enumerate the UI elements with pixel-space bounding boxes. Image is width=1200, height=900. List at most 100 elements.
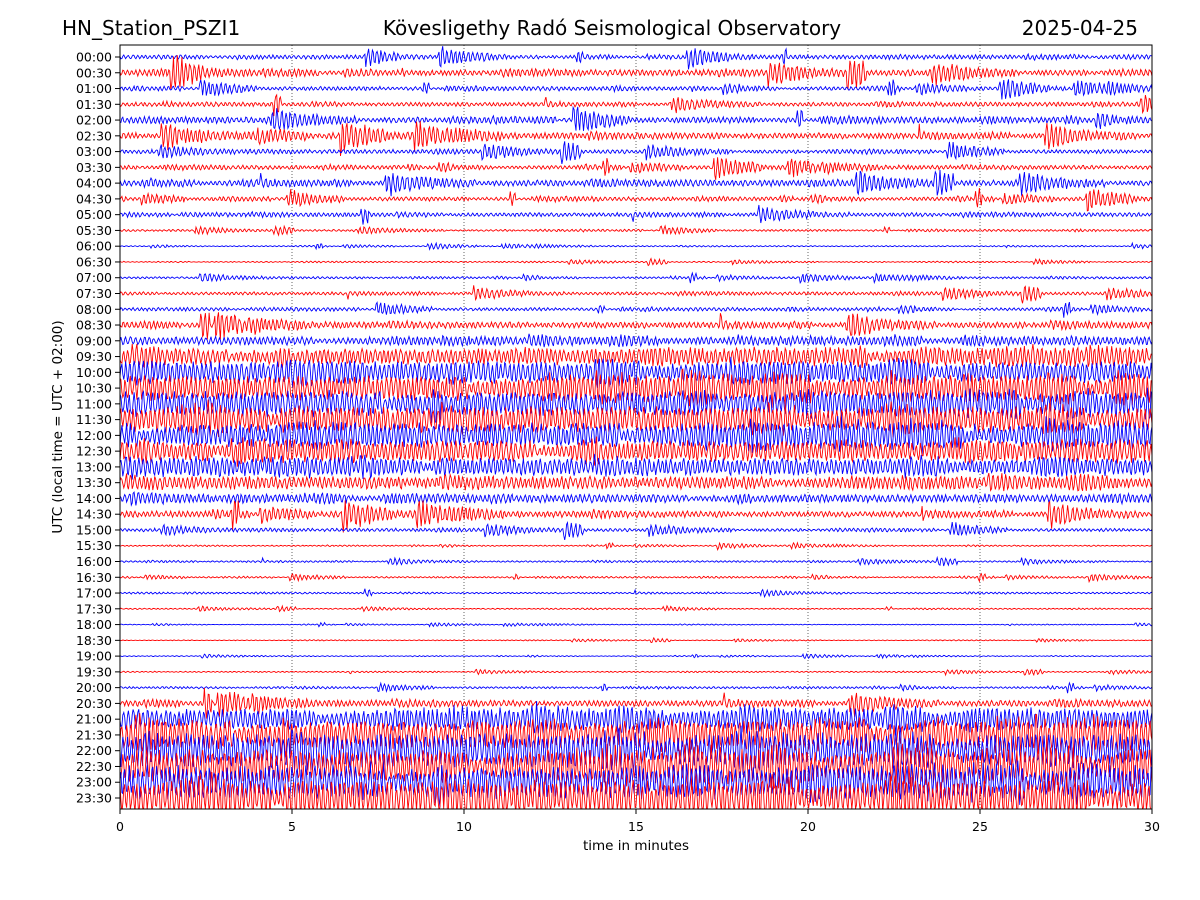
trace-1200 — [120, 415, 1152, 455]
y-tick-label: 23:00 — [76, 775, 112, 790]
observatory-title: Kövesligethy Radó Seismological Observat… — [383, 16, 841, 40]
date-title: 2025-04-25 — [1022, 16, 1138, 40]
trace-2300 — [120, 760, 1152, 808]
y-tick-label: 08:00 — [76, 302, 112, 317]
x-tick-label: 30 — [1144, 819, 1160, 834]
trace-1930 — [120, 668, 1152, 677]
y-tick-label: 00:30 — [76, 65, 112, 80]
y-tick-label: 21:00 — [76, 712, 112, 727]
trace-1730 — [120, 604, 1152, 613]
trace-0200 — [120, 105, 1152, 132]
y-tick-label: 03:30 — [76, 160, 112, 175]
y-tick-label: 20:30 — [76, 696, 112, 711]
y-tick-label: 16:30 — [76, 570, 112, 585]
trace-2200 — [120, 725, 1152, 775]
x-tick-label: 20 — [800, 819, 816, 834]
y-tick-label: 23:30 — [76, 791, 112, 806]
trace-0600 — [120, 241, 1152, 251]
y-tick-label: 15:00 — [76, 522, 112, 537]
trace-2100 — [120, 700, 1152, 735]
trace-1830 — [120, 636, 1152, 643]
trace-0230 — [120, 121, 1152, 157]
trace-1130 — [120, 399, 1152, 438]
trace-1000 — [120, 356, 1152, 389]
y-tick-label: 05:30 — [76, 223, 112, 238]
y-tick-label: 10:30 — [76, 381, 112, 396]
trace-0500 — [120, 204, 1152, 225]
trace-1630 — [120, 572, 1152, 584]
trace-1400 — [120, 491, 1152, 507]
trace-0030 — [120, 55, 1152, 91]
trace-1230 — [120, 436, 1152, 467]
trace-0700 — [120, 271, 1152, 285]
y-tick-label: 04:00 — [76, 176, 112, 191]
y-tick-label: 14:30 — [76, 507, 112, 522]
y-axis-label: UTC (local time = UTC + 02:00) — [50, 320, 66, 533]
trace-0730 — [120, 285, 1152, 304]
trace-0800 — [120, 301, 1152, 318]
y-tick-label: 11:00 — [76, 396, 112, 411]
x-tick-label: 10 — [456, 819, 472, 834]
trace-0330 — [120, 157, 1152, 180]
trace-2030 — [120, 687, 1152, 719]
trace-0400 — [120, 169, 1152, 197]
y-tick-label: 07:30 — [76, 286, 112, 301]
trace-0630 — [120, 257, 1152, 267]
y-tick-label: 00:00 — [76, 50, 112, 65]
trace-0830 — [120, 312, 1152, 340]
y-tick-label: 17:00 — [76, 586, 112, 601]
x-tick-label: 0 — [116, 819, 124, 834]
y-tick-label: 18:30 — [76, 633, 112, 648]
traces — [120, 46, 1152, 809]
trace-2330 — [120, 772, 1152, 809]
y-tick-label: 20:00 — [76, 680, 112, 695]
y-tick-label: 13:30 — [76, 475, 112, 490]
trace-1300 — [120, 453, 1152, 480]
y-tick-label: 17:30 — [76, 601, 112, 616]
trace-0100 — [120, 79, 1152, 100]
trace-2130 — [120, 713, 1152, 758]
trace-0930 — [120, 343, 1152, 369]
y-tick-label: 16:00 — [76, 554, 112, 569]
y-tick-label: 03:00 — [76, 144, 112, 159]
y-tick-label: 19:30 — [76, 664, 112, 679]
y-tick-label: 21:30 — [76, 727, 112, 742]
trace-0900 — [120, 333, 1152, 348]
trace-2000 — [120, 681, 1152, 694]
y-tick-label: 01:00 — [76, 81, 112, 96]
y-tick-label: 09:30 — [76, 349, 112, 364]
y-tick-label: 19:00 — [76, 649, 112, 664]
y-tick-label: 22:00 — [76, 743, 112, 758]
trace-1700 — [120, 588, 1152, 599]
x-axis-label: time in minutes — [583, 838, 689, 854]
trace-1100 — [120, 387, 1152, 423]
trace-0430 — [120, 187, 1152, 212]
y-tick-label: 11:30 — [76, 412, 112, 427]
trace-1600 — [120, 555, 1152, 567]
y-tick-label: 13:00 — [76, 459, 112, 474]
y-tick-label: 06:30 — [76, 254, 112, 269]
y-tick-label: 01:30 — [76, 97, 112, 112]
trace-1900 — [120, 652, 1152, 660]
x-tick-label: 5 — [288, 819, 296, 834]
y-tick-label: 09:00 — [76, 333, 112, 348]
trace-1500 — [120, 520, 1152, 540]
x-axis: 0 5 10 15 20 25 30 — [116, 809, 1160, 834]
trace-0000 — [120, 46, 1152, 70]
y-tick-label: 10:00 — [76, 365, 112, 380]
y-tick-label: 14:00 — [76, 491, 112, 506]
trace-0300 — [120, 141, 1152, 164]
y-tick-label: 12:30 — [76, 444, 112, 459]
trace-1800 — [120, 621, 1152, 628]
station-title: HN_Station_PSZI1 — [62, 16, 240, 40]
y-tick-label: 08:30 — [76, 318, 112, 333]
trace-1430 — [120, 500, 1152, 533]
trace-0130 — [120, 93, 1152, 117]
trace-0530 — [120, 224, 1152, 237]
x-tick-label: 25 — [972, 819, 988, 834]
y-tick-label: 02:30 — [76, 128, 112, 143]
trace-1530 — [120, 541, 1152, 551]
y-tick-label: 02:00 — [76, 113, 112, 128]
y-tick-label: 05:00 — [76, 207, 112, 222]
